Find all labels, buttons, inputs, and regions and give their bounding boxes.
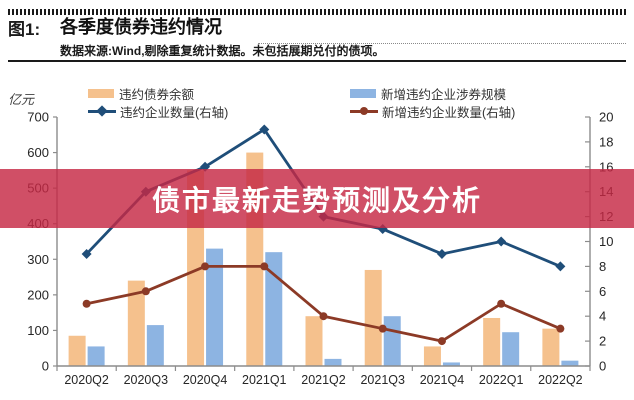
- left-axis-unit-label: 亿元: [8, 92, 35, 107]
- bar-0-8: [542, 328, 560, 366]
- diamond-marker: [259, 124, 270, 135]
- bar-1-5: [383, 316, 401, 366]
- right-axis-tick-label: 8: [599, 259, 606, 274]
- orange-bar-swatch: [88, 89, 114, 98]
- header-rule: [8, 60, 626, 62]
- hatch-border: [8, 9, 626, 15]
- circle-marker: [319, 312, 328, 321]
- legend-label: 违约企业数量(右轴): [120, 106, 229, 120]
- x-axis-label: 2021Q1: [242, 373, 287, 387]
- circle-marker: [141, 287, 150, 296]
- x-axis-label: 2020Q4: [183, 373, 228, 387]
- bar-1-3: [265, 252, 283, 366]
- bar-1-8: [561, 360, 579, 366]
- right-axis-tick-label: 2: [599, 334, 606, 349]
- bar-0-6: [423, 346, 441, 366]
- bar-0-7: [483, 317, 501, 366]
- diamond-marker: [496, 236, 507, 247]
- legend-item-defaulting-enterprise-count: 违约企业数量(右轴): [88, 102, 228, 121]
- left-axis-tick-label: 600: [27, 145, 49, 160]
- bar-0-5: [364, 269, 382, 366]
- diamond-marker: [436, 248, 447, 259]
- right-axis-tick-label: 4: [599, 309, 606, 324]
- x-axis-label: 2020Q2: [64, 373, 109, 387]
- x-axis-label: 2021Q2: [301, 373, 346, 387]
- circle-marker: [556, 324, 565, 333]
- bar-1-7: [502, 332, 520, 366]
- legend-label: 新增违约企业涉券规模: [381, 88, 507, 102]
- x-axis-label: 2022Q1: [479, 373, 524, 387]
- left-axis-tick-label: 700: [27, 110, 49, 125]
- circle-marker: [260, 262, 269, 271]
- legend-item-new-default-scale: 新增违约企业涉券规模: [350, 84, 506, 103]
- watermark-banner: 债市最新走势预测及分析: [0, 169, 634, 228]
- data-source-note: 数据来源:Wind,剔除重复统计数据。未包括展期兑付的债项。: [60, 44, 385, 58]
- figure-number-label: 图1:: [8, 20, 41, 39]
- bar-0-4: [305, 316, 323, 366]
- brown-line-swatch: [350, 107, 378, 115]
- bar-1-2: [206, 248, 224, 366]
- right-axis-tick-label: 18: [599, 134, 613, 149]
- bar-1-1: [146, 325, 164, 366]
- combo-chart-svg: 0100200300400500600700024681012141618202…: [8, 92, 613, 387]
- legend-item-default-bond-balance: 违约债券余额: [88, 84, 194, 103]
- right-axis-tick-label: 20: [599, 110, 613, 125]
- right-axis-tick-label: 0: [599, 359, 606, 374]
- legend-label: 违约债券余额: [119, 88, 195, 102]
- legend-item-new-defaulting-enterprise-count: 新增违约企业数量(右轴): [350, 102, 515, 121]
- blue-line-swatch: [88, 105, 116, 117]
- legend-label: 新增违约企业数量(右轴): [382, 106, 516, 120]
- circle-marker: [82, 299, 91, 308]
- x-axis-label: 2022Q2: [538, 373, 583, 387]
- right-axis-tick-label: 10: [599, 234, 613, 249]
- bar-1-4: [324, 358, 342, 366]
- bar-0-1: [127, 280, 145, 366]
- circle-marker: [201, 262, 210, 271]
- right-axis-tick-label: 6: [599, 284, 606, 299]
- watermark-text: 债市最新走势预测及分析: [151, 184, 482, 216]
- circle-marker: [378, 324, 387, 333]
- figure-title: 各季度债券违约情况: [60, 17, 222, 37]
- diamond-marker: [81, 248, 92, 259]
- chart-area: 0100200300400500600700024681012141618202…: [0, 78, 634, 400]
- left-axis-tick-label: 300: [27, 252, 49, 267]
- circle-marker-icon: [360, 107, 368, 115]
- bar-1-6: [442, 362, 460, 366]
- circle-marker: [437, 337, 446, 346]
- bar-1-0: [87, 346, 105, 366]
- circle-marker: [497, 299, 506, 308]
- title-dotted-rule: [258, 43, 626, 44]
- left-axis-tick-label: 200: [27, 287, 49, 302]
- blue-bar-swatch: [350, 89, 376, 98]
- bar-0-0: [68, 335, 86, 366]
- diamond-marker: [555, 261, 566, 272]
- x-axis-label: 2020Q3: [124, 373, 169, 387]
- left-axis-tick-label: 100: [27, 323, 49, 338]
- left-axis-tick-label: 0: [42, 359, 49, 374]
- diamond-marker-icon: [96, 105, 108, 117]
- x-axis-label: 2021Q4: [420, 373, 465, 387]
- x-axis-label: 2021Q3: [360, 373, 405, 387]
